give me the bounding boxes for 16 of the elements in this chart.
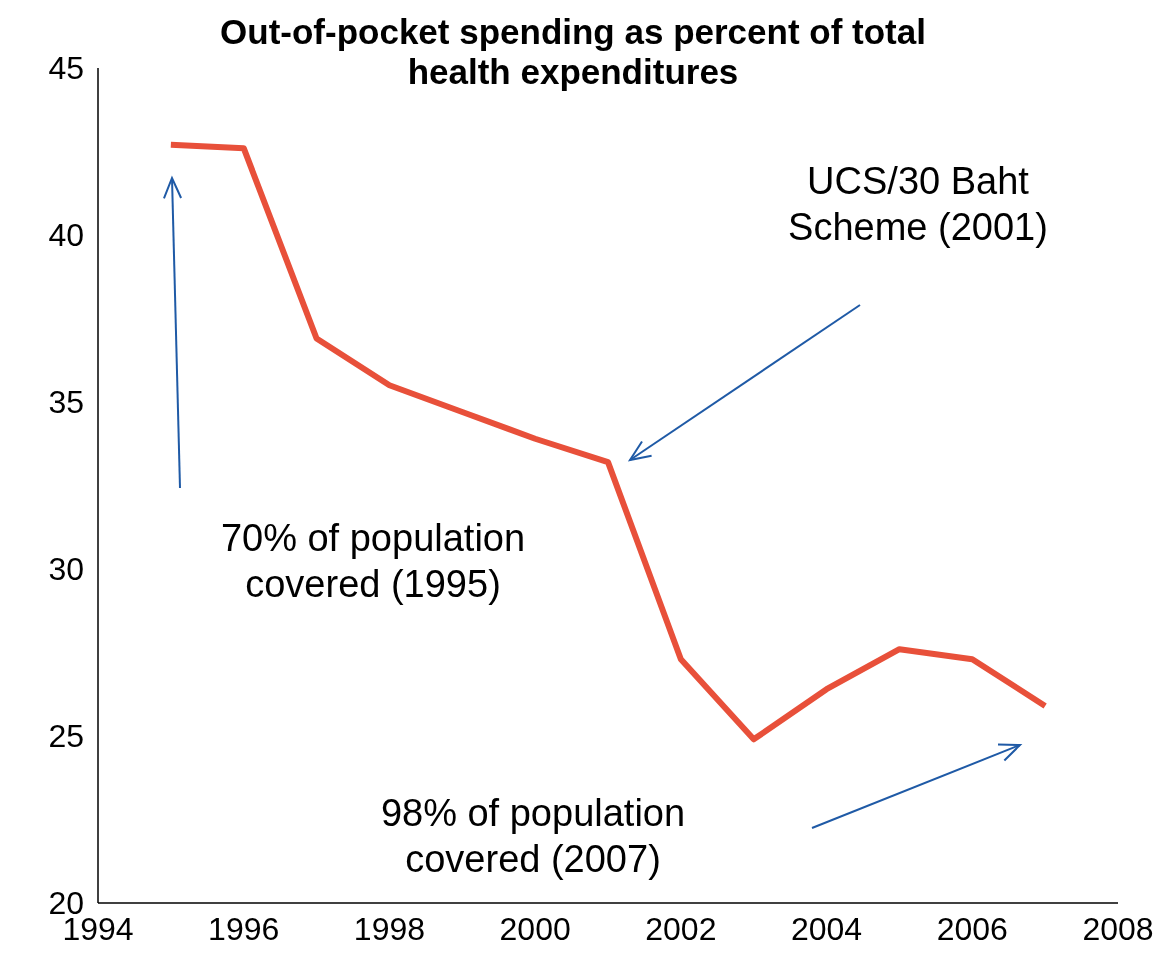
x-tick-label: 2008: [1082, 910, 1154, 947]
x-tick-label: 1998: [353, 910, 426, 947]
chart-title: Out-of-pocket spending as percent of total health expenditures: [220, 12, 926, 91]
x-tick-label: 1996: [208, 910, 280, 947]
y-tick-label: 35: [48, 384, 84, 421]
annotation: 98% of population covered (2007): [379, 791, 687, 882]
y-tick-label: 40: [48, 217, 84, 254]
y-tick-label: 45: [48, 50, 84, 87]
x-tick-label: 2004: [790, 910, 863, 947]
annotation: 70% of population covered (1995): [219, 516, 527, 607]
x-tick-label: 2000: [499, 910, 571, 947]
y-tick-label: 25: [48, 718, 84, 755]
annotation: UCS/30 Baht Scheme (2001): [787, 159, 1049, 250]
y-tick-label: 30: [48, 551, 84, 588]
x-tick-label: 2002: [645, 910, 717, 947]
x-tick-label: 2006: [936, 910, 1008, 947]
